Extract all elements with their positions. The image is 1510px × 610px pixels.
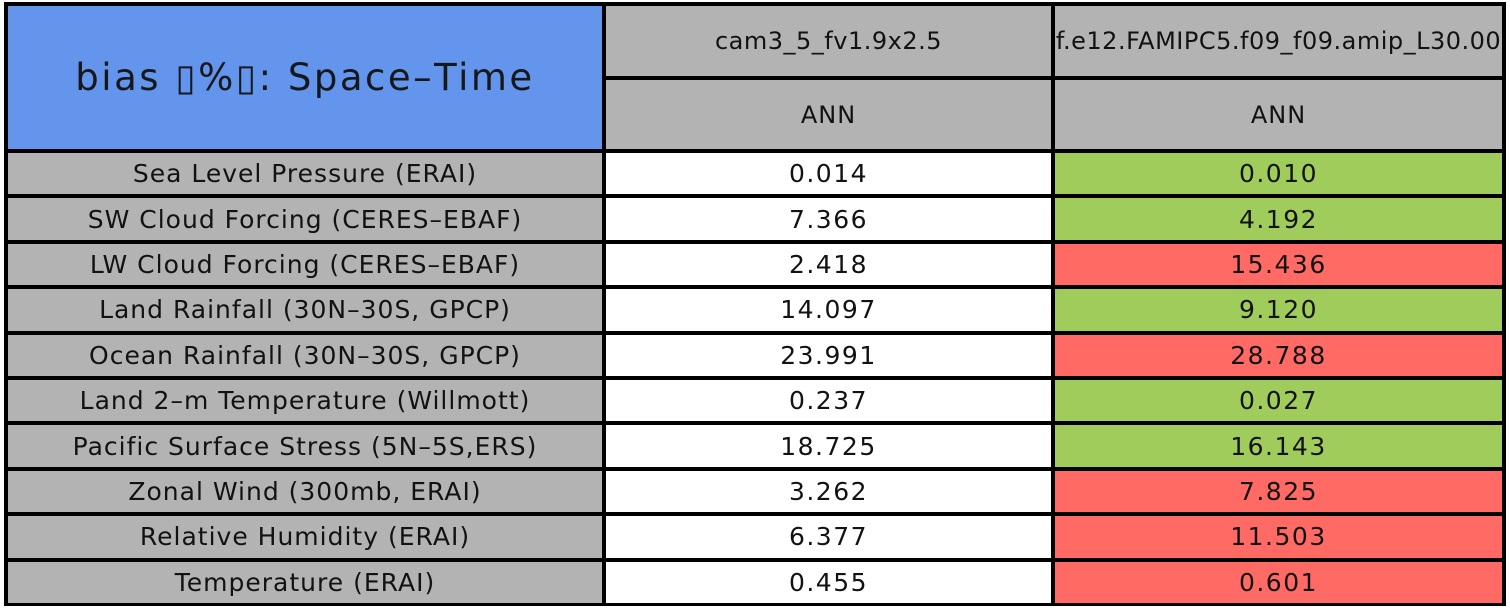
season-1-label: ANN <box>800 100 857 129</box>
row-label: Relative Humidity (ERAI) <box>8 516 602 558</box>
value-cell: 11.503 <box>1055 516 1502 558</box>
row-label: Sea Level Pressure (ERAI) <box>8 153 602 195</box>
value-cell: 4.192 <box>1055 198 1502 240</box>
value-cell: 9.120 <box>1055 289 1502 331</box>
row-label: SW Cloud Forcing (CERES–EBAF) <box>8 198 602 240</box>
value-cell: 0.237 <box>606 379 1051 422</box>
bias-diagnostics-table: bias ▯%▯: Space–Time cam3_5_fv1.9x2.5 f.… <box>4 2 1506 606</box>
value-cell: 0.027 <box>1055 379 1502 422</box>
value-cell: 0.601 <box>1055 561 1502 603</box>
value-cell: 0.014 <box>606 153 1051 195</box>
value-cell: 15.436 <box>1055 243 1502 286</box>
value-cell: 18.725 <box>606 425 1051 467</box>
value-cell: 28.788 <box>1055 334 1502 376</box>
model-1-name: cam3_5_fv1.9x2.5 <box>714 27 942 55</box>
value-cell: 0.455 <box>606 561 1051 603</box>
column-header-model-2: f.e12.FAMIPC5.f09_f09.amip_L30.00 <box>1055 6 1502 76</box>
value-cell: 7.825 <box>1055 470 1502 513</box>
row-label: Land 2–m Temperature (Willmott) <box>8 379 602 422</box>
row-label: Temperature (ERAI) <box>8 561 602 603</box>
row-label: Zonal Wind (300mb, ERAI) <box>8 470 602 513</box>
model-2-name: f.e12.FAMIPC5.f09_f09.amip_L30.00 <box>1055 27 1502 55</box>
column-header-model-1: cam3_5_fv1.9x2.5 <box>606 6 1051 76</box>
season-header-2: ANN <box>1055 80 1502 149</box>
table-title-text: bias ▯%▯: Space–Time <box>75 56 535 99</box>
table-title: bias ▯%▯: Space–Time <box>8 6 602 149</box>
row-label: LW Cloud Forcing (CERES–EBAF) <box>8 243 602 286</box>
row-label: Ocean Rainfall (30N–30S, GPCP) <box>8 334 602 376</box>
value-cell: 2.418 <box>606 243 1051 286</box>
value-cell: 16.143 <box>1055 425 1502 467</box>
row-label: Land Rainfall (30N–30S, GPCP) <box>8 289 602 331</box>
value-cell: 14.097 <box>606 289 1051 331</box>
row-label: Pacific Surface Stress (5N–5S,ERS) <box>8 425 602 467</box>
value-cell: 0.010 <box>1055 153 1502 195</box>
value-cell: 3.262 <box>606 470 1051 513</box>
season-2-label: ANN <box>1250 100 1307 129</box>
value-cell: 6.377 <box>606 516 1051 558</box>
season-header-1: ANN <box>606 80 1051 149</box>
value-cell: 7.366 <box>606 198 1051 240</box>
value-cell: 23.991 <box>606 334 1051 376</box>
